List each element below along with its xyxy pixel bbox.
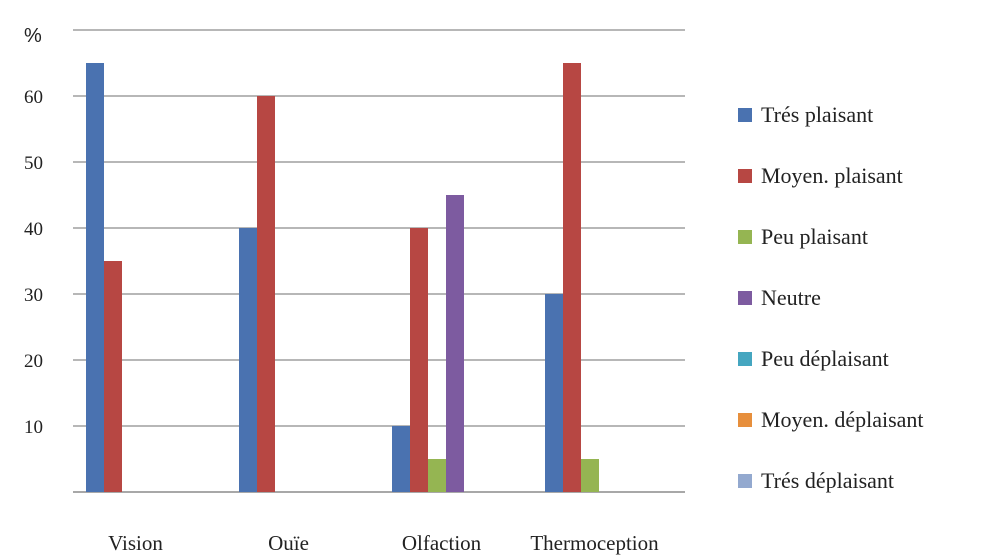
bar xyxy=(428,459,446,492)
x-tick-label: Olfaction xyxy=(402,531,482,555)
x-tick-label: Ouïe xyxy=(268,531,309,555)
legend-label: Trés plaisant xyxy=(761,102,873,127)
legend-label: Peu plaisant xyxy=(761,224,868,249)
legend-label: Trés déplaisant xyxy=(761,468,894,493)
y-tick-label: 40 xyxy=(24,219,43,240)
y-tick-label: 20 xyxy=(24,351,43,372)
bar xyxy=(545,294,563,492)
legend-label: Moyen. plaisant xyxy=(761,163,903,188)
bar xyxy=(563,63,581,492)
legend-label: Neutre xyxy=(761,285,821,310)
legend-swatch xyxy=(738,169,752,183)
bars xyxy=(86,63,599,492)
y-axis-label: % xyxy=(24,25,42,47)
y-tick-label: 10 xyxy=(24,417,43,438)
legend-swatch xyxy=(738,230,752,244)
y-tick-label: 30 xyxy=(24,285,43,306)
bar xyxy=(257,96,275,492)
legend-label: Moyen. déplaisant xyxy=(761,407,924,432)
legend-label: Peu déplaisant xyxy=(761,346,889,371)
legend-swatch xyxy=(738,474,752,488)
legend-swatch xyxy=(738,352,752,366)
y-tick-labels: 10 20 30 40 50 60 xyxy=(24,87,43,438)
bar xyxy=(239,228,257,492)
legend-swatch xyxy=(738,413,752,427)
x-tick-label: Thermoception xyxy=(530,531,659,555)
bar xyxy=(104,261,122,492)
legend-swatch xyxy=(738,108,752,122)
x-tick-labels: Vision Ouïe Olfaction Thermoception xyxy=(108,531,659,555)
legend-swatch xyxy=(738,291,752,305)
gridlines xyxy=(73,29,685,427)
bar xyxy=(410,228,428,492)
bar xyxy=(446,195,464,492)
bar xyxy=(86,63,104,492)
y-tick-label: 50 xyxy=(24,153,43,174)
bar xyxy=(581,459,599,492)
x-tick-label: Vision xyxy=(108,531,163,555)
bar xyxy=(392,426,410,492)
y-tick-label: 60 xyxy=(24,87,43,108)
legend: Trés plaisant Moyen. plaisant Peu plaisant… xyxy=(738,102,924,493)
